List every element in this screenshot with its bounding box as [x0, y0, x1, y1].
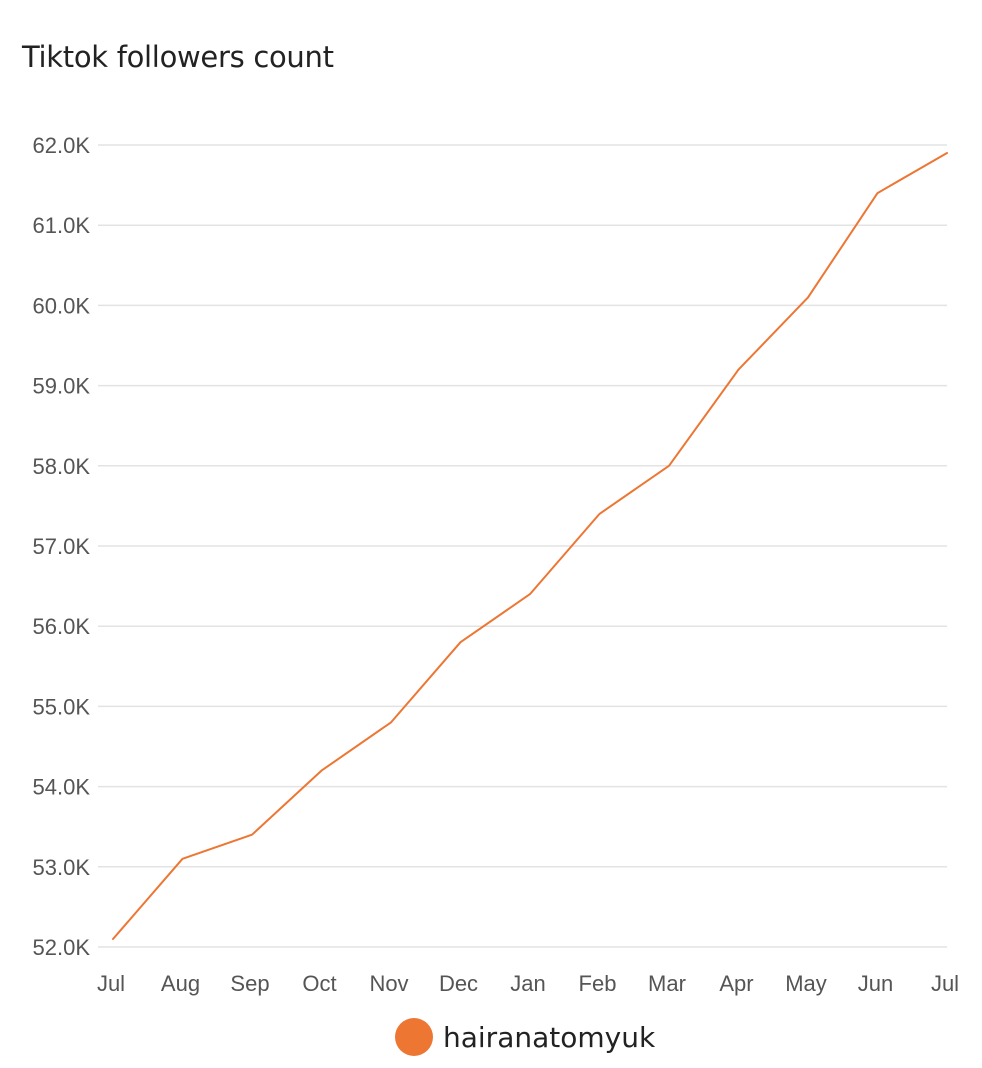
y-tick-label: 54.0K [33, 775, 91, 800]
data-point[interactable] [316, 765, 328, 777]
data-point[interactable] [524, 588, 536, 600]
y-axis: 52.0K 53.0K 54.0K 55.0K 56.0K 57.0K 58.0K 59.0K… [33, 133, 91, 960]
legend[interactable]: hairanatomyuk [395, 1017, 655, 1057]
chart-title: Tiktok followers count [22, 40, 334, 74]
x-tick-label: Jul [931, 971, 959, 996]
x-tick-label: Jun [858, 971, 893, 996]
y-tick-label: 61.0K [33, 213, 91, 238]
x-tick-label: Jan [510, 971, 545, 996]
data-point[interactable] [455, 636, 467, 648]
x-tick-label: Sep [230, 971, 269, 996]
y-tick-label: 57.0K [33, 534, 91, 559]
y-tick-label: 52.0K [33, 935, 91, 960]
data-point[interactable] [802, 291, 814, 303]
y-tick-label: 56.0K [33, 614, 91, 639]
data-point[interactable] [177, 853, 189, 865]
data-point[interactable] [663, 460, 675, 472]
x-tick-label: Oct [302, 971, 336, 996]
data-point[interactable] [733, 364, 745, 376]
data-point[interactable] [594, 508, 606, 520]
gridlines [98, 144, 947, 948]
x-axis: Jul Aug Sep Oct Nov Dec Jan Feb Mar Apr May Jun Jul [97, 971, 959, 996]
y-tick-label: 62.0K [33, 133, 91, 158]
legend-swatch [395, 1018, 433, 1056]
line-chart: 52.0K 53.0K 54.0K 55.0K 56.0K 57.0K 58.0K 59.0K… [33, 133, 960, 996]
y-tick-label: 59.0K [33, 374, 91, 399]
x-tick-label: Dec [439, 971, 478, 996]
y-tick-label: 60.0K [33, 293, 91, 318]
x-tick-label: Apr [719, 971, 753, 996]
data-point[interactable] [246, 829, 258, 841]
x-tick-label: Nov [369, 971, 408, 996]
y-tick-label: 55.0K [33, 694, 91, 719]
data-point[interactable] [107, 933, 119, 945]
x-tick-label: May [785, 971, 827, 996]
x-tick-label: Aug [161, 971, 200, 996]
series-group [107, 147, 953, 945]
x-tick-label: Mar [648, 971, 686, 996]
data-point[interactable] [872, 187, 884, 199]
legend-label: hairanatomyuk [443, 1020, 656, 1054]
data-point[interactable] [941, 147, 953, 159]
data-point[interactable] [385, 716, 397, 728]
x-tick-label: Jul [97, 971, 125, 996]
y-tick-label: 53.0K [33, 855, 91, 880]
x-tick-label: Feb [579, 971, 617, 996]
series-line [112, 152, 948, 940]
y-tick-label: 58.0K [33, 454, 91, 479]
